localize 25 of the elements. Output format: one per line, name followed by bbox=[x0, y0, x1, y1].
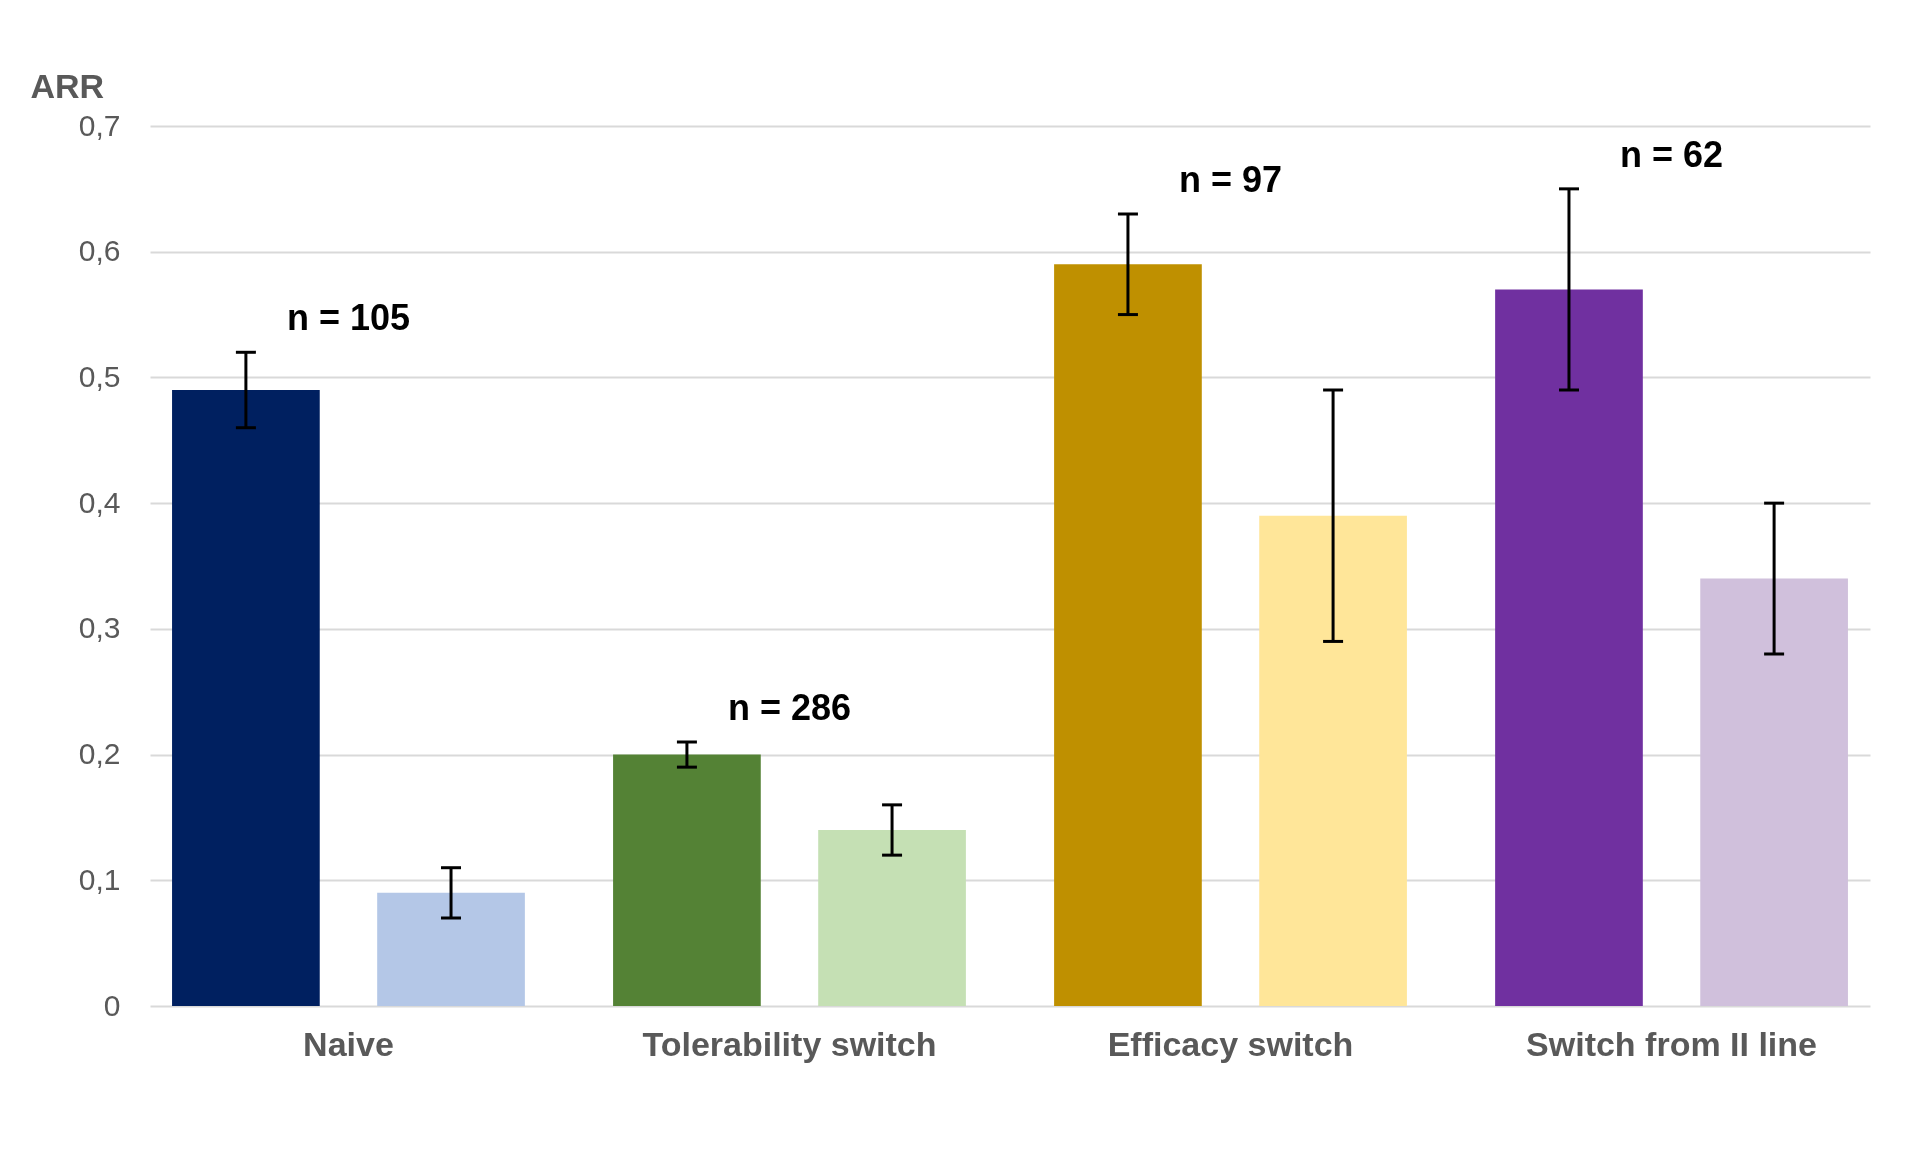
annotation: n = 286 bbox=[727, 687, 852, 728]
x-tick-label: Switch from II line bbox=[1526, 1024, 1818, 1063]
bar bbox=[818, 830, 966, 1006]
y-tick-label: 0,3 bbox=[78, 611, 121, 645]
bar bbox=[1495, 289, 1643, 1006]
bar bbox=[172, 390, 320, 1006]
y-tick-label: 0,7 bbox=[78, 108, 121, 142]
annotation: n = 105 bbox=[286, 297, 411, 339]
bar bbox=[1700, 578, 1848, 1006]
bar bbox=[1054, 264, 1202, 1006]
annotation: n = 62 bbox=[1620, 133, 1724, 175]
bar bbox=[377, 892, 525, 1006]
y-tick-label: 0 bbox=[103, 988, 121, 1022]
y-tick-label: 0,5 bbox=[78, 359, 121, 393]
x-tick-label: Naive bbox=[303, 1024, 394, 1063]
y-tick-label: 0,2 bbox=[78, 737, 121, 771]
x-tick-label: Tolerability switch bbox=[642, 1024, 937, 1063]
x-tick-label: Efficacy switch bbox=[1107, 1024, 1354, 1063]
bar bbox=[613, 754, 761, 1006]
annotation: n = 97 bbox=[1178, 159, 1283, 200]
y-tick-label: 0,6 bbox=[78, 234, 121, 268]
y-tick-label: 0,1 bbox=[78, 862, 121, 896]
y-axis-title: ARR bbox=[30, 66, 105, 105]
bar bbox=[1259, 515, 1407, 1006]
y-tick-label: 0,4 bbox=[78, 485, 121, 519]
